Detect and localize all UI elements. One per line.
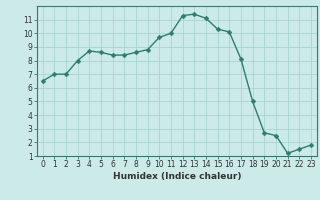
X-axis label: Humidex (Indice chaleur): Humidex (Indice chaleur) <box>113 172 241 181</box>
